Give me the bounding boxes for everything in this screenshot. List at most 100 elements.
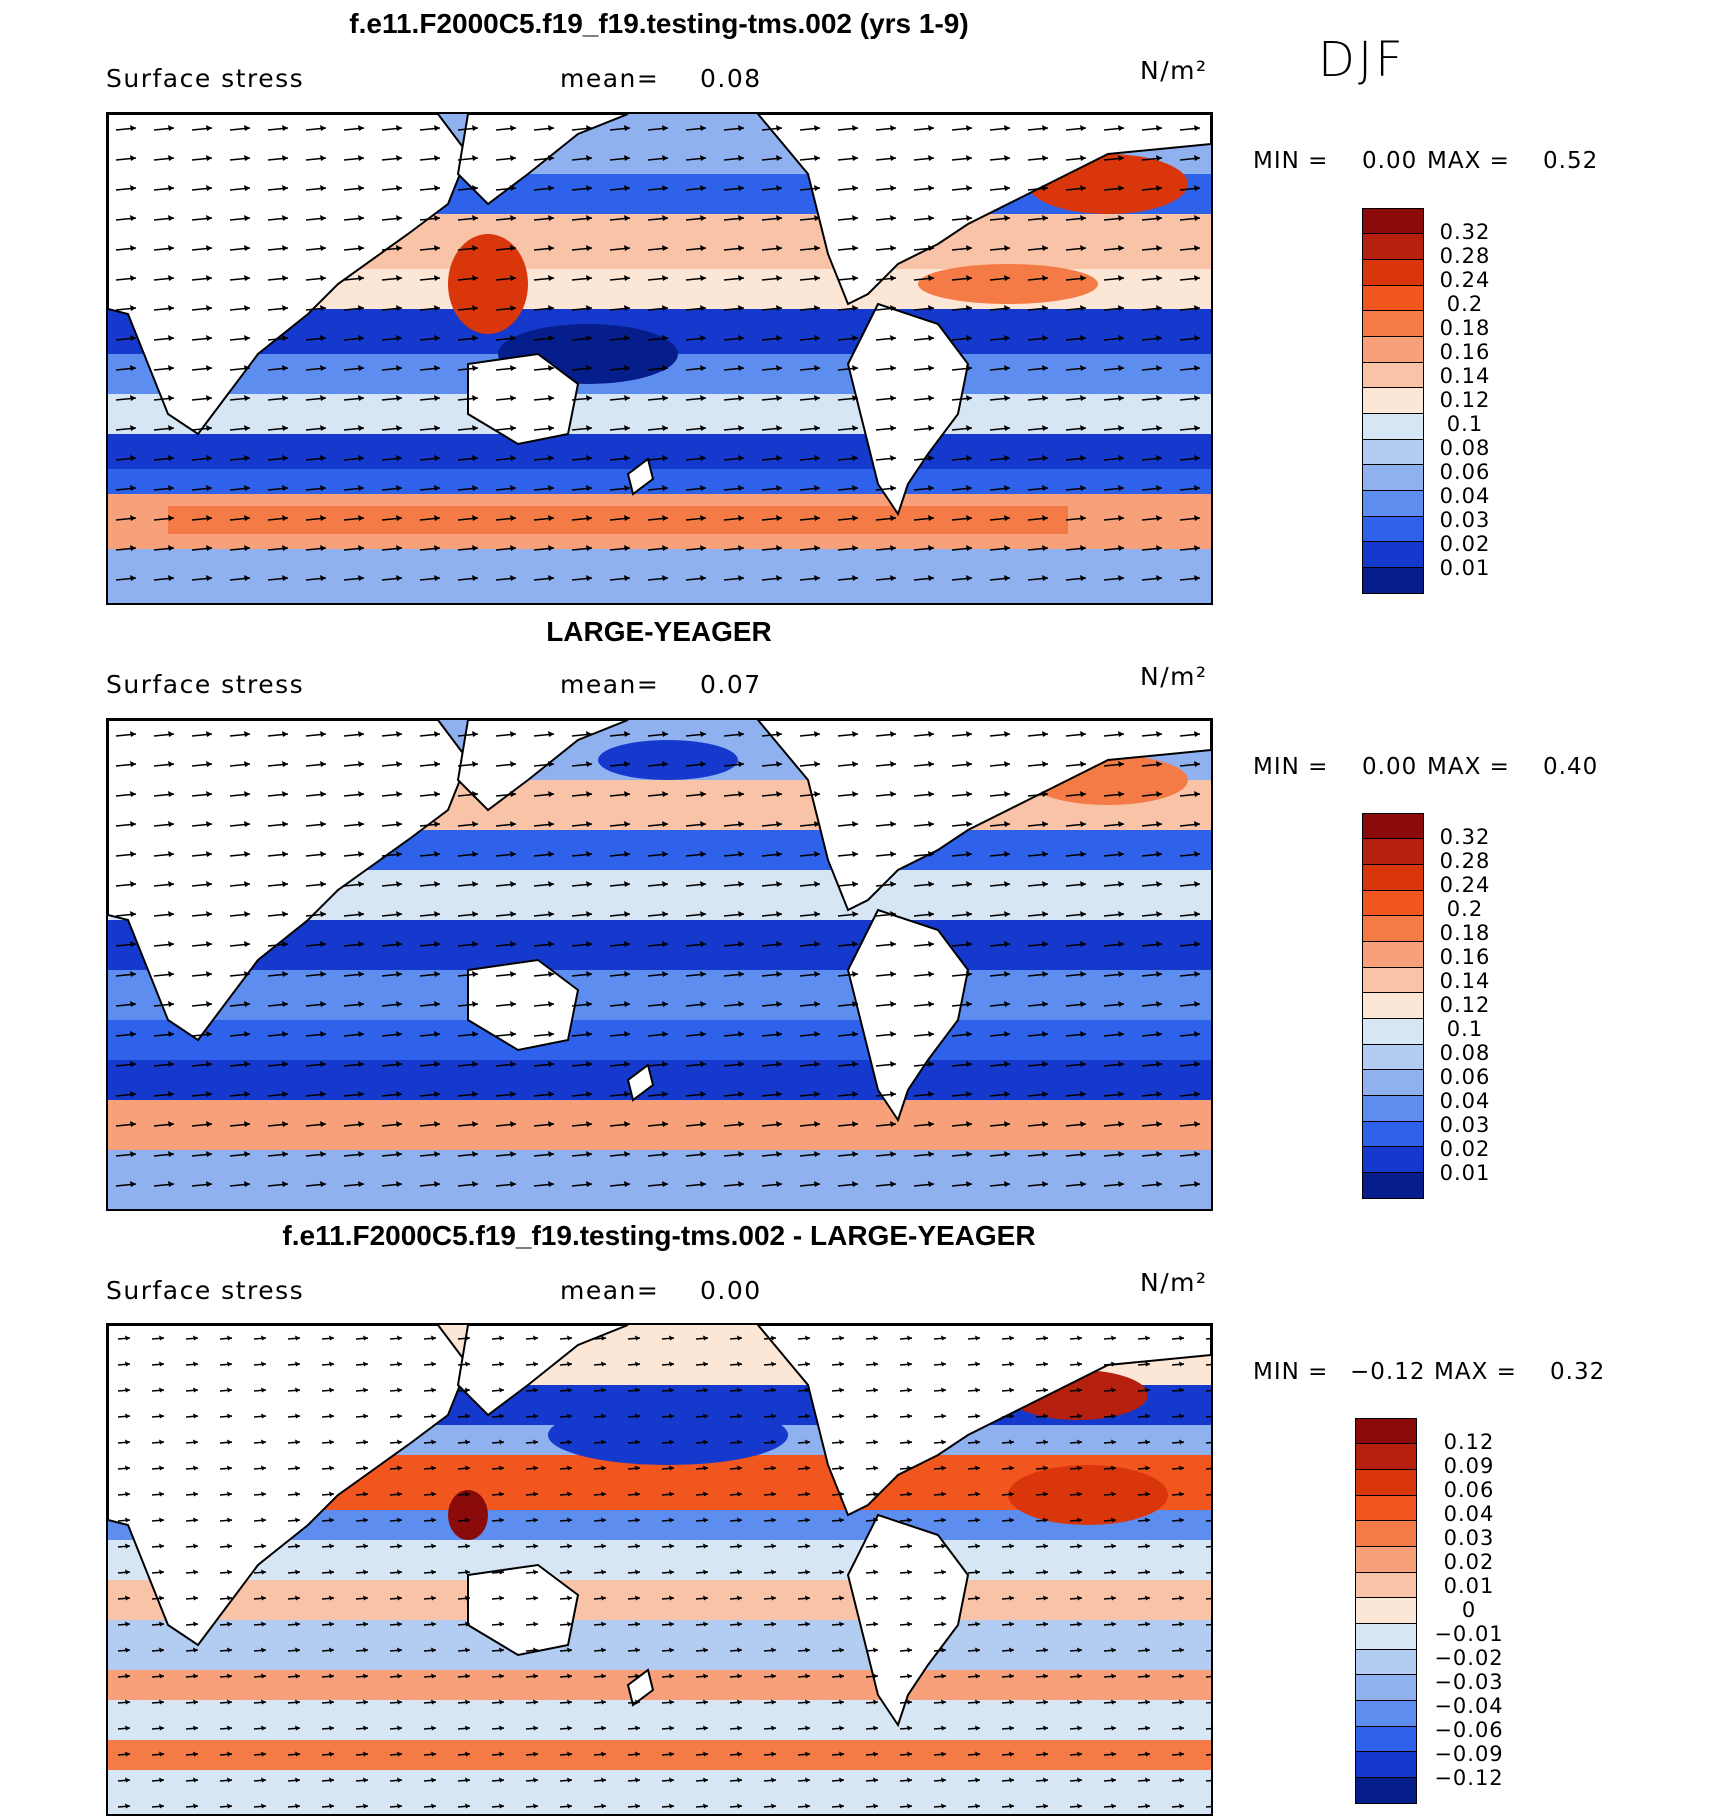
- colorbar-swatch: [1363, 839, 1423, 865]
- panel-3-tick: 0.06: [1443, 1478, 1495, 1502]
- colorbar-swatch: [1363, 1019, 1423, 1045]
- panel-2-tick: 0.24: [1439, 873, 1491, 897]
- panel-3-min-value: −0.12: [1350, 1359, 1426, 1385]
- panel-3-variable: Surface stress: [106, 1276, 305, 1305]
- panel-1-min-value: 0.00: [1362, 148, 1418, 174]
- colorbar-swatch: [1363, 491, 1423, 517]
- colorbar-swatch: [1363, 388, 1423, 414]
- colorbar-swatch: [1363, 234, 1423, 260]
- colorbar-swatch: [1363, 260, 1423, 286]
- panel-2-mean-label: mean=: [560, 670, 660, 699]
- panel-2-min-label: MIN =: [1253, 754, 1329, 780]
- panel-2-tick: 0.2: [1446, 897, 1484, 921]
- colorbar-swatch: [1363, 286, 1423, 311]
- panel-3-tick: 0.02: [1443, 1550, 1495, 1574]
- colorbar-swatch: [1356, 1573, 1416, 1598]
- panel-3-tick: 0.12: [1443, 1430, 1495, 1454]
- panel-1-tick: 0.04: [1439, 484, 1491, 508]
- panel-3-tick: −0.09: [1434, 1742, 1504, 1766]
- colorbar-swatch: [1356, 1598, 1416, 1624]
- panel-1-tick: 0.14: [1439, 364, 1491, 388]
- panel-1-map: [106, 112, 1213, 605]
- colorbar-swatch: [1363, 1096, 1423, 1122]
- colorbar-swatch: [1363, 814, 1423, 839]
- colorbar-swatch: [1363, 311, 1423, 337]
- panel-2-tick: 0.1: [1446, 1017, 1484, 1041]
- panel-2-tick: 0.02: [1439, 1137, 1491, 1161]
- panel-3-min-label: MIN =: [1253, 1359, 1329, 1385]
- panel-2-tick: 0.12: [1439, 993, 1491, 1017]
- panel-2-map: [106, 718, 1213, 1211]
- panel-3-tick: −0.04: [1434, 1694, 1504, 1718]
- panel-2-colorbar: [1362, 813, 1424, 1199]
- panel-3-mean-value: 0.00: [700, 1276, 762, 1305]
- panel-1-mean-label: mean=: [560, 64, 660, 93]
- panel-1-tick: 0.08: [1439, 436, 1491, 460]
- panel-1-colorbar: [1362, 208, 1424, 594]
- panel-2-tick: 0.01: [1439, 1161, 1491, 1185]
- panel-2-tick: 0.04: [1439, 1089, 1491, 1113]
- colorbar-swatch: [1356, 1752, 1416, 1778]
- colorbar-swatch: [1356, 1419, 1416, 1444]
- colorbar-swatch: [1363, 891, 1423, 916]
- colorbar-swatch: [1363, 414, 1423, 440]
- panel-3-title: f.e11.F2000C5.f19_f19.testing-tms.002 - …: [282, 1220, 1036, 1251]
- panel-1-tick: 0.06: [1439, 460, 1491, 484]
- panel-3-map: [106, 1323, 1213, 1816]
- panel-2-tick: 0.32: [1439, 825, 1491, 849]
- colorbar-swatch: [1356, 1727, 1416, 1752]
- panel-3-tick: −0.02: [1434, 1646, 1504, 1670]
- panel-1-title: f.e11.F2000C5.f19_f19.testing-tms.002 (y…: [349, 8, 969, 39]
- colorbar-swatch: [1363, 440, 1423, 465]
- panel-1-tick: 0.01: [1439, 556, 1491, 580]
- colorbar-swatch: [1363, 363, 1423, 388]
- colorbar-swatch: [1363, 1147, 1423, 1173]
- colorbar-swatch: [1363, 942, 1423, 968]
- panel-1-tick: 0.02: [1439, 532, 1491, 556]
- panel-1-tick: 0.32: [1439, 220, 1491, 244]
- colorbar-swatch: [1356, 1624, 1416, 1650]
- colorbar-swatch: [1363, 1173, 1423, 1198]
- colorbar-swatch: [1363, 209, 1423, 234]
- panel-1-units: N/m²: [1140, 56, 1208, 85]
- colorbar-swatch: [1363, 993, 1423, 1019]
- colorbar-swatch: [1356, 1444, 1416, 1470]
- colorbar-swatch: [1356, 1650, 1416, 1675]
- colorbar-swatch: [1363, 968, 1423, 993]
- panel-3-tick: −0.03: [1434, 1670, 1504, 1694]
- panel-1-tick: 0.28: [1439, 244, 1491, 268]
- colorbar-swatch: [1356, 1470, 1416, 1496]
- panel-1-max-label: MAX =: [1427, 148, 1510, 174]
- panel-2-tick: 0.18: [1439, 921, 1491, 945]
- panel-3-max-value: 0.32: [1550, 1359, 1606, 1385]
- panel-1-tick: 0.18: [1439, 316, 1491, 340]
- panel-3-units: N/m²: [1140, 1268, 1208, 1297]
- panel-2-max-label: MAX =: [1427, 754, 1510, 780]
- colorbar-swatch: [1356, 1675, 1416, 1701]
- panel-3-tick: 0.03: [1443, 1526, 1495, 1550]
- panel-3-tick: 0: [1461, 1598, 1477, 1622]
- panel-2-tick: 0.14: [1439, 969, 1491, 993]
- panel-1-tick: 0.03: [1439, 508, 1491, 532]
- panel-2-title: LARGE-YEAGER: [546, 616, 772, 647]
- colorbar-swatch: [1363, 568, 1423, 593]
- colorbar-swatch: [1363, 1070, 1423, 1096]
- panel-2-tick: 0.28: [1439, 849, 1491, 873]
- colorbar-swatch: [1363, 865, 1423, 891]
- panel-1-tick: 0.16: [1439, 340, 1491, 364]
- colorbar-swatch: [1363, 1045, 1423, 1070]
- colorbar-swatch: [1356, 1778, 1416, 1803]
- panel-1-tick: 0.24: [1439, 268, 1491, 292]
- colorbar-swatch: [1363, 517, 1423, 542]
- panel-3-tick: 0.04: [1443, 1502, 1495, 1526]
- panel-3-colorbar: [1355, 1418, 1417, 1804]
- colorbar-swatch: [1356, 1701, 1416, 1727]
- panel-3-max-label: MAX =: [1434, 1359, 1517, 1385]
- colorbar-swatch: [1356, 1547, 1416, 1573]
- panel-2-tick: 0.03: [1439, 1113, 1491, 1137]
- panel-3-tick: −0.01: [1434, 1622, 1504, 1646]
- panel-3-tick: −0.06: [1434, 1718, 1504, 1742]
- panel-2-min-value: 0.00: [1362, 754, 1418, 780]
- panel-1-mean-value: 0.08: [700, 64, 762, 93]
- colorbar-swatch: [1363, 1122, 1423, 1147]
